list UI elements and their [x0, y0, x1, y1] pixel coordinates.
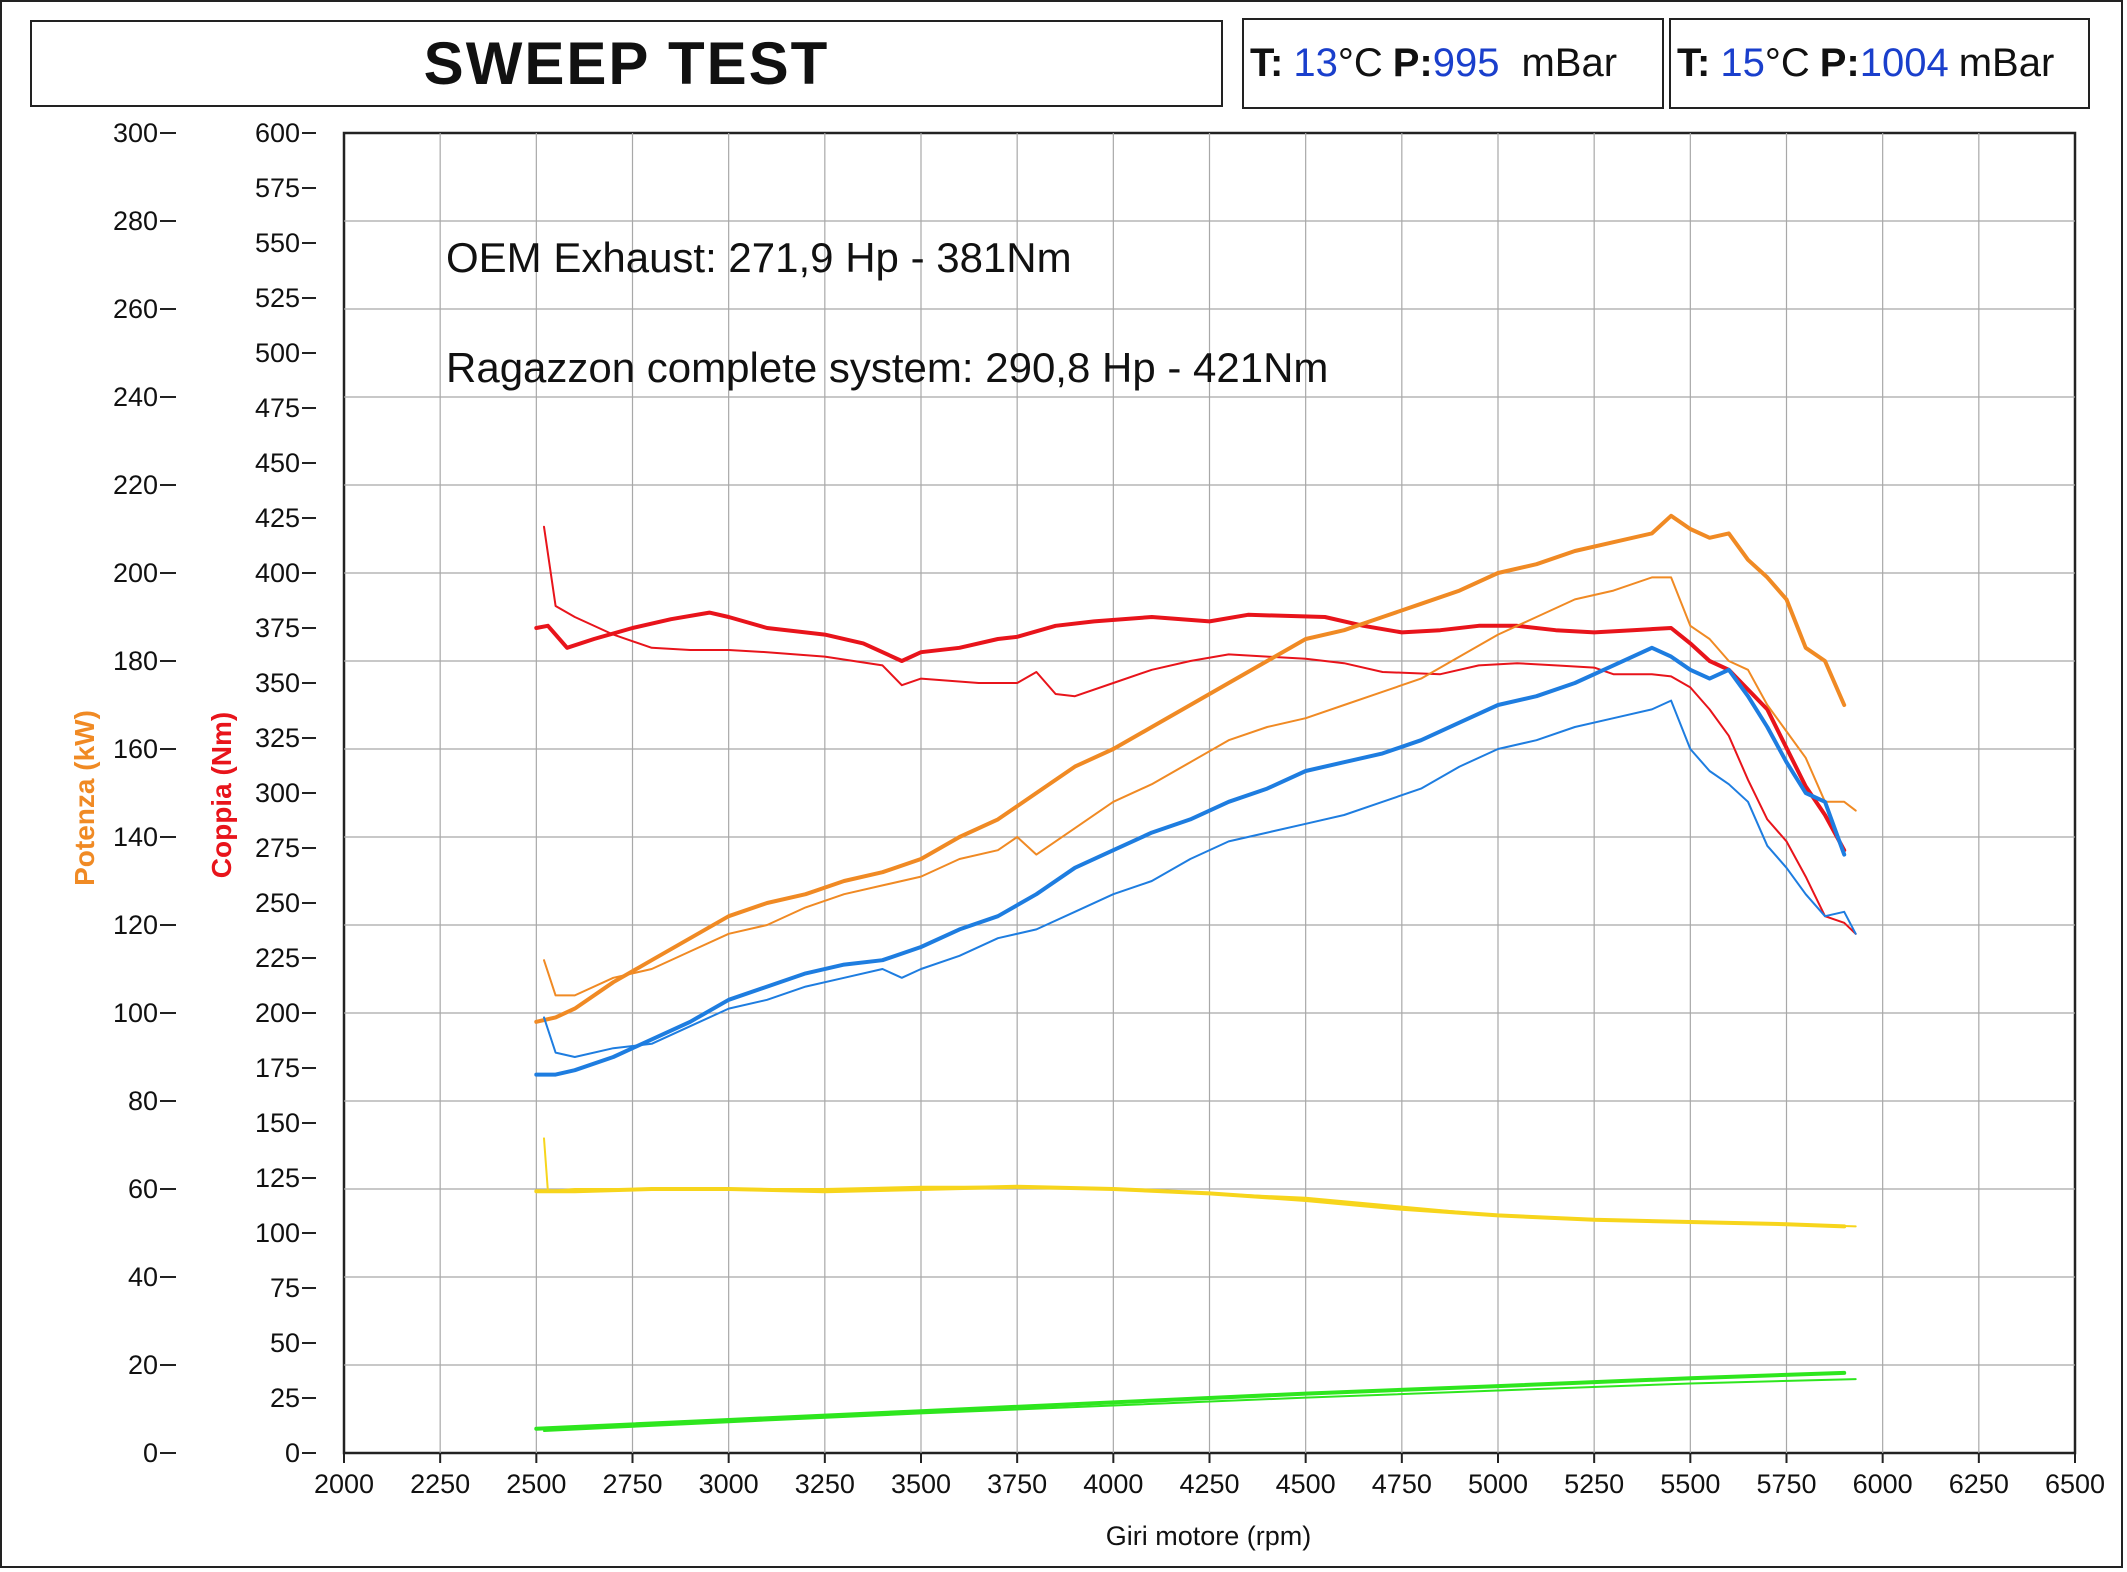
x-tick-label: 3250: [795, 1469, 855, 1499]
x-tick-label: 5750: [1756, 1469, 1816, 1499]
torque-tick-label: 375: [255, 613, 300, 643]
x-tick-label: 2250: [410, 1469, 470, 1499]
x-tick-label: 5000: [1468, 1469, 1528, 1499]
pressure-label: P:: [1819, 41, 1860, 85]
annotation-ragazzon: Ragazzon complete system: 290,8 Hp - 421…: [446, 344, 1328, 391]
x-tick-label: 3000: [699, 1469, 759, 1499]
series-line-7: [543, 1137, 1857, 1228]
pressure-value: 1004: [1859, 41, 1949, 85]
x-tick-label: 2000: [314, 1469, 374, 1499]
series-line-0: [534, 610, 1847, 853]
power-tick-label: 80: [128, 1086, 158, 1116]
pressure-value: 995: [1432, 41, 1500, 85]
power-tick-label: 220: [113, 470, 158, 500]
pressure-unit: mBar: [1521, 41, 1618, 85]
power-tick-label: 120: [113, 910, 158, 940]
torque-tick-label: 475: [255, 393, 300, 423]
power-tick-label: 200: [113, 558, 158, 588]
torque-tick-label: 425: [255, 503, 300, 533]
power-tick-label: 0: [143, 1438, 158, 1468]
pressure-unit: mBar: [1958, 41, 2055, 85]
torque-tick-label: 300: [255, 778, 300, 808]
torque-tick-label: 400: [255, 558, 300, 588]
chart-title: SWEEP TEST: [423, 30, 830, 97]
x-tick-label: 4250: [1179, 1469, 1239, 1499]
torque-axis-label: Coppia (Nm): [206, 712, 237, 878]
x-tick-label: 5500: [1660, 1469, 1720, 1499]
torque-tick-label: 75: [270, 1273, 300, 1303]
series-line-9: [543, 1378, 1857, 1432]
x-tick-label: 5250: [1564, 1469, 1624, 1499]
x-tick-label: 3500: [891, 1469, 951, 1499]
title-box: SWEEP TEST: [30, 20, 1223, 107]
x-tick-label: 4500: [1276, 1469, 1336, 1499]
power-tick-label: 160: [113, 734, 158, 764]
torque-tick-label: 125: [255, 1163, 300, 1193]
x-tick-label: 2750: [602, 1469, 662, 1499]
torque-tick-label: 250: [255, 888, 300, 918]
series-line-2: [534, 513, 1847, 1024]
x-tick-label: 3750: [987, 1469, 1047, 1499]
x-axis-label: Giri motore (rpm): [1106, 1521, 1312, 1551]
power-tick-label: 140: [113, 822, 158, 852]
torque-tick-label: 225: [255, 943, 300, 973]
torque-tick-label: 50: [270, 1328, 300, 1358]
power-tick-label: 180: [113, 646, 158, 676]
torque-tick-label: 550: [255, 228, 300, 258]
conditions-box-1: T: 13 °C P: 995 mBar: [1242, 18, 1664, 109]
conditions-box-2: T: 15 °C P: 1004 mBar: [1669, 18, 2090, 109]
series-line-4: [534, 645, 1847, 1077]
annotation-oem: OEM Exhaust: 271,9 Hp - 381Nm: [446, 234, 1072, 281]
series-line-3: [543, 576, 1857, 997]
power-tick-label: 240: [113, 382, 158, 412]
torque-tick-label: 350: [255, 668, 300, 698]
power-tick-label: 280: [113, 206, 158, 236]
torque-tick-label: 600: [255, 118, 300, 148]
temperature-value: 15: [1720, 41, 1765, 85]
power-tick-label: 300: [113, 118, 158, 148]
temperature-label: T:: [1250, 41, 1284, 85]
power-tick-label: 20: [128, 1350, 158, 1380]
x-tick-label: 6500: [2045, 1469, 2105, 1499]
temperature-value: 13: [1293, 41, 1338, 85]
torque-tick-label: 150: [255, 1108, 300, 1138]
power-axis-label: Potenza (kW): [69, 710, 100, 886]
torque-tick-label: 500: [255, 338, 300, 368]
x-tick-label: 6250: [1949, 1469, 2009, 1499]
power-tick-label: 60: [128, 1174, 158, 1204]
series-line-8: [534, 1370, 1847, 1431]
torque-tick-label: 25: [270, 1383, 300, 1413]
torque-tick-label: 325: [255, 723, 300, 753]
torque-tick-label: 450: [255, 448, 300, 478]
torque-tick-label: 275: [255, 833, 300, 863]
temperature-label: T:: [1677, 41, 1711, 85]
x-tick-label: 4750: [1372, 1469, 1432, 1499]
pressure-label: P:: [1392, 41, 1433, 85]
power-tick-label: 40: [128, 1262, 158, 1292]
temperature-unit: °C: [1764, 41, 1810, 85]
torque-tick-label: 100: [255, 1218, 300, 1248]
x-tick-label: 6000: [1853, 1469, 1913, 1499]
temperature-unit: °C: [1337, 41, 1383, 85]
series-line-5: [543, 699, 1857, 1058]
x-tick-label: 2500: [506, 1469, 566, 1499]
torque-tick-label: 575: [255, 173, 300, 203]
torque-tick-label: 175: [255, 1053, 300, 1083]
series-line-1: [543, 525, 1857, 935]
torque-tick-label: 525: [255, 283, 300, 313]
torque-tick-label: 200: [255, 998, 300, 1028]
power-tick-label: 260: [113, 294, 158, 324]
power-tick-label: 100: [113, 998, 158, 1028]
x-tick-label: 4000: [1083, 1469, 1143, 1499]
torque-tick-label: 0: [285, 1438, 300, 1468]
